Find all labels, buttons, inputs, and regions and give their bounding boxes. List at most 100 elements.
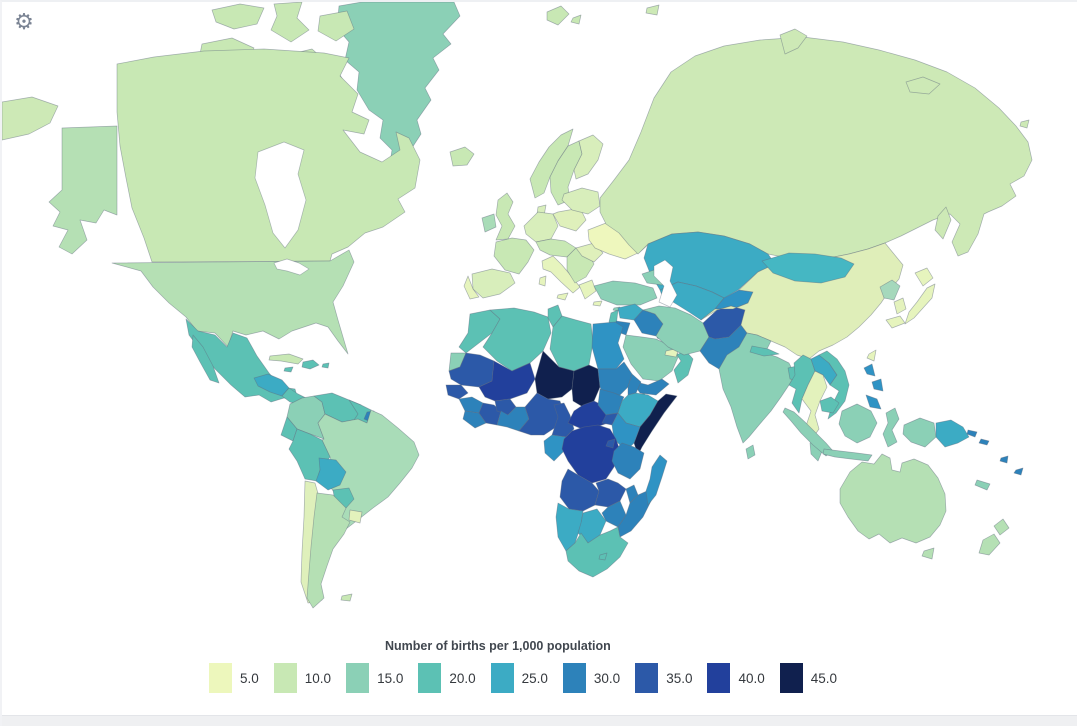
country-eritrea[interactable] [627,373,642,396]
country-new-zealand-north[interactable] [993,518,1010,536]
country-senegal[interactable] [445,384,469,400]
country-canada-arctic-island[interactable] [270,2,310,43]
country-turkey[interactable] [593,280,658,306]
country-angola[interactable] [559,468,600,512]
legend-item: 45.0 [779,663,837,693]
country-new-siberian-islands[interactable] [905,76,941,95]
country-ireland[interactable] [481,213,497,233]
country-guinea[interactable] [458,396,484,414]
settings-gear-icon[interactable]: ⚙ [9,7,39,37]
country-tasmania[interactable] [921,547,935,560]
country-cambodia[interactable] [819,396,840,414]
country-taiwan[interactable] [866,349,877,362]
country-sri-lanka[interactable] [745,444,756,460]
legend-swatch [635,663,659,693]
country-alaska[interactable] [48,125,118,255]
country-fiji[interactable] [1013,467,1024,476]
country-italy[interactable] [541,255,581,294]
country-wrangel-island[interactable] [1019,119,1030,129]
country-indonesia-borneo[interactable] [838,403,878,444]
country-rwanda-burundi[interactable] [605,438,616,449]
country-united-kingdom[interactable] [495,192,516,241]
country-germany-benelux[interactable] [523,211,559,243]
country-vanuatu[interactable] [999,455,1009,464]
country-canada-arctic-island[interactable] [211,3,265,30]
hudson-bay-water [254,141,307,249]
legend-swatch [418,663,442,693]
country-indonesia-sumatra[interactable] [782,407,834,457]
world-map[interactable] [2,2,1077,632]
bottom-scrollbar-track[interactable] [2,715,1077,726]
country-libya[interactable] [549,315,594,372]
country-novaya-zemlya[interactable] [779,28,808,55]
caspian-sea-water [653,259,678,308]
country-sardinia[interactable] [538,275,547,287]
country-madagascar[interactable] [645,454,668,506]
country-papua-new-guinea[interactable] [935,419,970,448]
country-philippines[interactable] [871,378,884,392]
country-spain[interactable] [471,268,516,299]
country-russia[interactable] [599,36,1033,261]
country-philippines[interactable] [863,363,876,377]
country-russia-chukotka-west[interactable] [2,96,59,141]
country-south-korea[interactable] [893,297,907,315]
country-south-africa[interactable] [565,526,629,578]
country-north-korea[interactable] [879,279,901,301]
country-portugal[interactable] [463,275,480,300]
country-solomon-islands[interactable] [966,429,978,438]
country-zambia[interactable] [594,478,627,508]
country-cuba[interactable] [268,353,304,365]
country-franz-josef-land[interactable] [645,4,660,16]
country-hispaniola[interactable] [301,359,320,370]
country-solomon-islands[interactable] [978,438,990,446]
country-tanzania[interactable] [611,442,645,480]
legend-value-label: 30.0 [593,670,621,686]
legend-item: 5.0 [209,663,259,693]
country-indonesia-sulawesi[interactable] [882,407,900,448]
country-falkland-islands[interactable] [340,593,353,602]
country-mexico-baja[interactable] [191,334,220,384]
legend-swatch [273,663,297,693]
country-finland[interactable] [573,134,604,180]
country-japan-hokkaido[interactable] [914,267,934,287]
country-yemen[interactable] [631,378,670,396]
country-sicily[interactable] [556,292,569,301]
country-mongolia[interactable] [761,252,855,284]
country-thailand[interactable] [801,370,828,440]
legend-swatch [707,663,731,693]
country-saudi-arabia[interactable] [622,334,680,382]
country-chad[interactable] [571,364,601,408]
country-japan-kyushu[interactable] [885,315,906,329]
country-svalbard[interactable] [570,14,582,25]
country-somalia[interactable] [633,393,678,456]
country-australia[interactable] [839,453,947,544]
country-usa[interactable] [111,249,355,355]
country-new-caledonia[interactable] [974,479,991,491]
country-argentina[interactable] [306,492,351,609]
country-indonesia-java[interactable] [822,448,873,462]
country-crete[interactable] [592,300,603,307]
country-puerto-rico[interactable] [321,362,330,369]
country-canada-arctic-island[interactable] [317,10,355,42]
country-sakhalin[interactable] [934,206,952,240]
country-myanmar[interactable] [788,354,816,414]
country-bolivia[interactable] [315,457,347,491]
country-greece[interactable] [578,279,597,300]
country-philippines[interactable] [865,394,882,410]
legend-value-label: 15.0 [377,670,404,686]
country-nepal[interactable] [749,345,780,357]
country-japan-honshu[interactable] [904,283,936,325]
country-belarus-baltics[interactable] [561,187,601,215]
country-svalbard[interactable] [546,5,570,26]
country-indonesia-west-papua[interactable] [902,417,937,448]
country-uruguay[interactable] [348,509,363,524]
country-lesotho[interactable] [598,552,608,561]
country-egypt[interactable] [591,321,625,370]
country-iceland[interactable] [449,146,475,167]
country-vietnam[interactable] [818,350,850,420]
country-france[interactable] [493,237,535,275]
country-jamaica[interactable] [283,366,294,373]
country-new-zealand-south[interactable] [978,533,1001,556]
legend-swatch [346,663,370,693]
